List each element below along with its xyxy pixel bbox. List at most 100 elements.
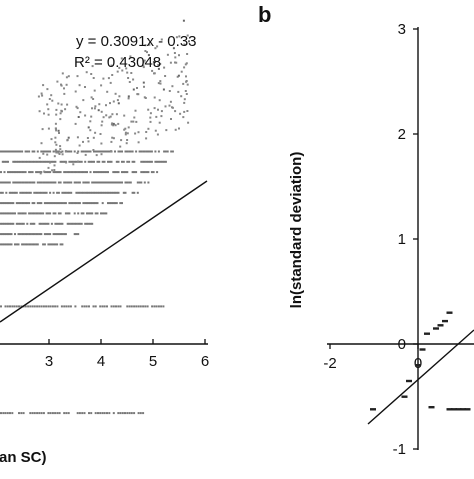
scatter-point: [38, 110, 41, 113]
scatter-point: [43, 160, 46, 163]
scatter-point: [149, 160, 152, 163]
scatter-point: [61, 72, 64, 75]
scatter-point: [144, 97, 147, 99]
scatter-point: [183, 98, 186, 101]
scatter-point: [17, 181, 20, 184]
scatter-point: [98, 150, 101, 153]
scatter-point: [24, 191, 27, 194]
scatter-point: [49, 212, 52, 215]
scatter-point: [52, 150, 55, 153]
scatter-point: [14, 171, 16, 174]
scatter-point: [105, 212, 108, 215]
scatter-point: [65, 412, 68, 415]
scatter-point: [145, 160, 148, 163]
scatter-point: [50, 94, 53, 97]
scatter-point: [59, 202, 62, 205]
scatter-point: [107, 77, 110, 80]
scatter-point: [63, 87, 65, 90]
scatter-point: [100, 124, 103, 127]
scatter-point: [58, 153, 61, 155]
x-tick-label: 6: [201, 353, 209, 370]
scatter-point: [130, 305, 133, 308]
scatter-point: [71, 171, 74, 174]
scatter-point: [105, 114, 108, 117]
scatter-point: [66, 212, 69, 215]
scatter-point: [70, 191, 73, 194]
scatter-point: [134, 109, 137, 112]
scatter-point: [177, 74, 180, 77]
scatter-point: [15, 160, 18, 163]
scatter-point: [152, 171, 155, 174]
scatter-point: [50, 243, 53, 246]
scatter-point: [65, 76, 68, 79]
scatter-point: [56, 202, 59, 205]
scatter-point: [66, 171, 69, 174]
y-tick-label: 1: [398, 231, 406, 248]
scatter-point: [126, 139, 129, 141]
scatter-point: [5, 243, 8, 246]
scatter-point: [126, 71, 129, 74]
scatter-point: [98, 103, 101, 106]
scatter-point: [84, 171, 87, 174]
scatter-point: [55, 113, 58, 116]
scatter-point: [49, 161, 52, 164]
scatter-point: [188, 40, 190, 43]
scatter-point: [21, 243, 24, 246]
scatter-point: [142, 66, 145, 69]
scatter-point: [36, 233, 39, 236]
scatter-point: [153, 72, 155, 75]
scatter-panel-a: 3 4 5 6 y = 0.3091x - 0.33 R² = 0.43048 an …: [0, 19, 209, 466]
scatter-point: [1, 243, 4, 246]
scatter-point: [121, 160, 123, 163]
scatter-point: [80, 222, 83, 225]
scatter-point: [92, 77, 95, 79]
scatter-point: [121, 69, 124, 72]
scatter-point: [134, 132, 137, 135]
scatter-point: [63, 233, 66, 236]
y-tick-label: 3: [398, 21, 406, 38]
scatter-point: [84, 191, 87, 194]
scatter-point: [46, 153, 49, 156]
scatter-point: [126, 150, 129, 153]
scatter-point: [107, 160, 109, 163]
scatter-point: [165, 129, 168, 132]
scatter-point: [96, 181, 99, 184]
scatter-point: [135, 120, 138, 123]
scatter-point: [82, 150, 85, 153]
scatter-point: [26, 243, 29, 246]
scatter-point: [0, 212, 2, 215]
scatter-point: [68, 160, 71, 163]
scatter-point: [59, 212, 62, 215]
scatter-point: [68, 171, 71, 174]
scatter-point: [151, 69, 154, 72]
scatter-point: [77, 222, 80, 225]
scatter-point: [15, 202, 18, 205]
scatter-point: [173, 52, 176, 54]
scatter-point: [164, 160, 167, 163]
scatter-point: [186, 83, 189, 86]
scatter-point: [28, 171, 31, 174]
scatter-point: [149, 116, 152, 119]
scatter-point: [156, 171, 159, 174]
scatter-point: [15, 181, 18, 184]
scatter-point: [31, 233, 34, 236]
scatter-point: [117, 160, 120, 163]
scatter-point: [8, 243, 11, 246]
scatter-point: [96, 202, 99, 205]
scatter-point: [33, 160, 36, 163]
scatter-point: [460, 408, 466, 411]
scatter-point: [33, 233, 36, 236]
scatter-point: [103, 412, 106, 415]
scatter-point: [77, 116, 80, 118]
scatter-point: [47, 171, 50, 174]
scatter-point: [103, 191, 106, 194]
scatter-point: [89, 129, 92, 132]
scatter-point: [21, 202, 24, 205]
scatter-point: [64, 150, 67, 153]
scatter-point: [67, 75, 70, 78]
scatter-point: [2, 412, 5, 415]
scatter-point: [50, 222, 53, 225]
scatter-point: [75, 105, 78, 108]
scatter-point: [114, 92, 117, 95]
scatter-point: [108, 160, 111, 163]
